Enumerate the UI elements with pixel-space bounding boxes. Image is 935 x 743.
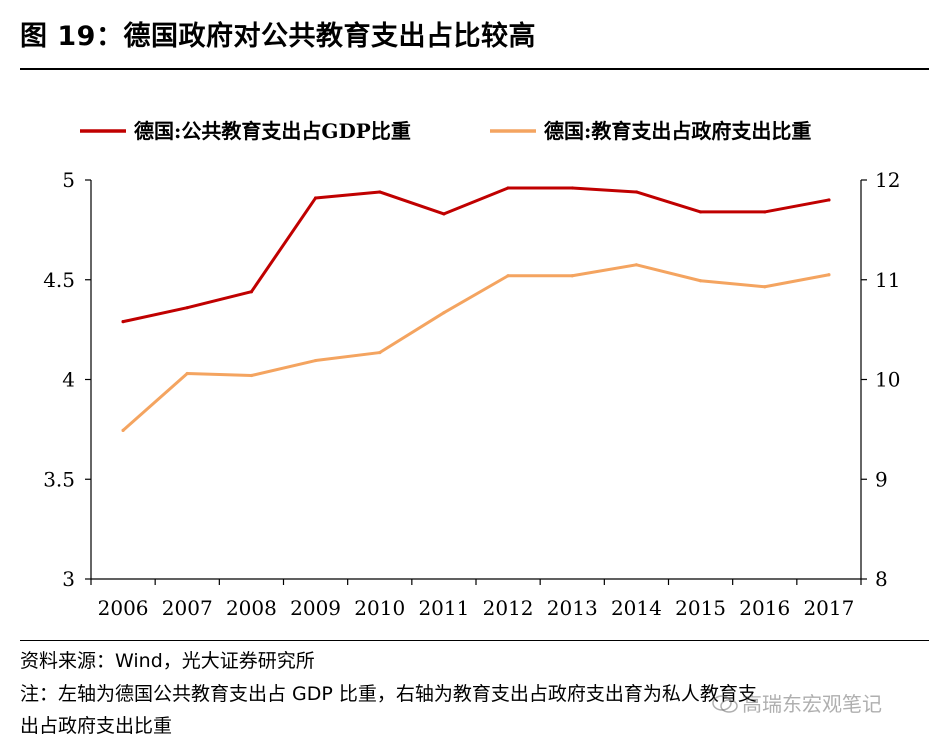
series-1-point xyxy=(827,198,831,202)
left-tick-label: 5 xyxy=(62,168,75,192)
right-tick-label: 8 xyxy=(875,567,888,591)
series-2-point xyxy=(121,428,125,432)
x-tick-label: 2014 xyxy=(611,596,662,620)
series-2-point xyxy=(378,350,382,355)
series-2-point xyxy=(249,373,254,378)
x-tick-label: 2013 xyxy=(547,596,598,620)
series-1-point xyxy=(313,196,318,200)
title-rule xyxy=(20,68,929,70)
left-tick-label: 3 xyxy=(62,567,75,591)
x-tick-label: 2015 xyxy=(675,596,726,620)
x-tick-label: 2006 xyxy=(98,596,149,620)
figure-title: 图 19：德国政府对公共教育支出占比较高 xyxy=(20,21,536,52)
x-tick-label: 2017 xyxy=(803,596,854,620)
left-tick-label: 4.5 xyxy=(43,268,75,292)
x-tick-label: 2007 xyxy=(162,596,213,620)
right-tick-label: 9 xyxy=(875,467,888,491)
legend-label-1: 德国:公共教育支出占GDP比重 xyxy=(134,119,411,143)
series-2-point xyxy=(185,371,189,376)
watermark-text: 高瑞东宏观笔记 xyxy=(742,692,882,716)
series-1-point xyxy=(763,210,767,214)
right-tick-label: 12 xyxy=(875,168,900,192)
note-text-line2: 出占政府支出比重 xyxy=(20,715,173,737)
x-tick-label: 2010 xyxy=(354,596,405,620)
series-1-point xyxy=(506,186,510,190)
series-1-point xyxy=(634,190,639,194)
series-2-point xyxy=(698,279,703,283)
x-tick-label: 2008 xyxy=(226,596,277,620)
series-2-point xyxy=(827,273,831,277)
series-1-point xyxy=(570,186,574,190)
series-lines xyxy=(121,186,831,432)
series-line-2 xyxy=(121,263,831,432)
note-text-line1: 注：左轴为德国公共教育支出占 GDP 比重，右轴为教育支出占政府支出育为私人教育… xyxy=(20,683,757,705)
series-line-1 xyxy=(121,186,831,324)
series-1-point xyxy=(121,320,125,324)
series-2-point xyxy=(570,274,574,278)
series-2-point xyxy=(634,263,639,267)
x-tick-label: 2009 xyxy=(290,596,341,620)
series-2-point xyxy=(506,274,510,278)
series-1-point xyxy=(442,212,446,216)
legend: 德国:公共教育支出占GDP比重 德国:教育支出占政府支出比重 xyxy=(80,119,811,143)
left-tick-label: 3.5 xyxy=(43,467,75,491)
right-tick-label: 10 xyxy=(875,368,900,392)
line-chart: 德国:公共教育支出占GDP比重 德国:教育支出占政府支出比重 3 3.5 4 4.5 5 8… xyxy=(43,119,900,620)
series-1-point xyxy=(249,290,254,294)
x-tick-label: 2011 xyxy=(418,596,469,620)
series-2-point xyxy=(313,358,318,363)
watermark: 高瑞东宏观笔记 xyxy=(712,688,882,717)
footer-rule xyxy=(20,640,929,641)
axes: 3 3.5 4 4.5 5 8 9 10 11 12 2006 2007 2008 2009 2010 201… xyxy=(43,168,900,620)
wechat-icon xyxy=(712,695,738,713)
series-2-point xyxy=(442,311,446,315)
source-text: 资料来源：Wind，光大证券研究所 xyxy=(20,650,315,672)
series-1-point xyxy=(185,306,189,310)
series-1-point xyxy=(378,190,382,194)
x-tick-label: 2012 xyxy=(483,596,534,620)
legend-label-2: 德国:教育支出占政府支出比重 xyxy=(544,119,811,143)
series-1-point xyxy=(698,210,703,214)
series-2-point xyxy=(763,285,767,289)
x-tick-label: 2016 xyxy=(739,596,790,620)
left-tick-label: 4 xyxy=(62,368,75,392)
right-tick-label: 11 xyxy=(875,268,900,292)
